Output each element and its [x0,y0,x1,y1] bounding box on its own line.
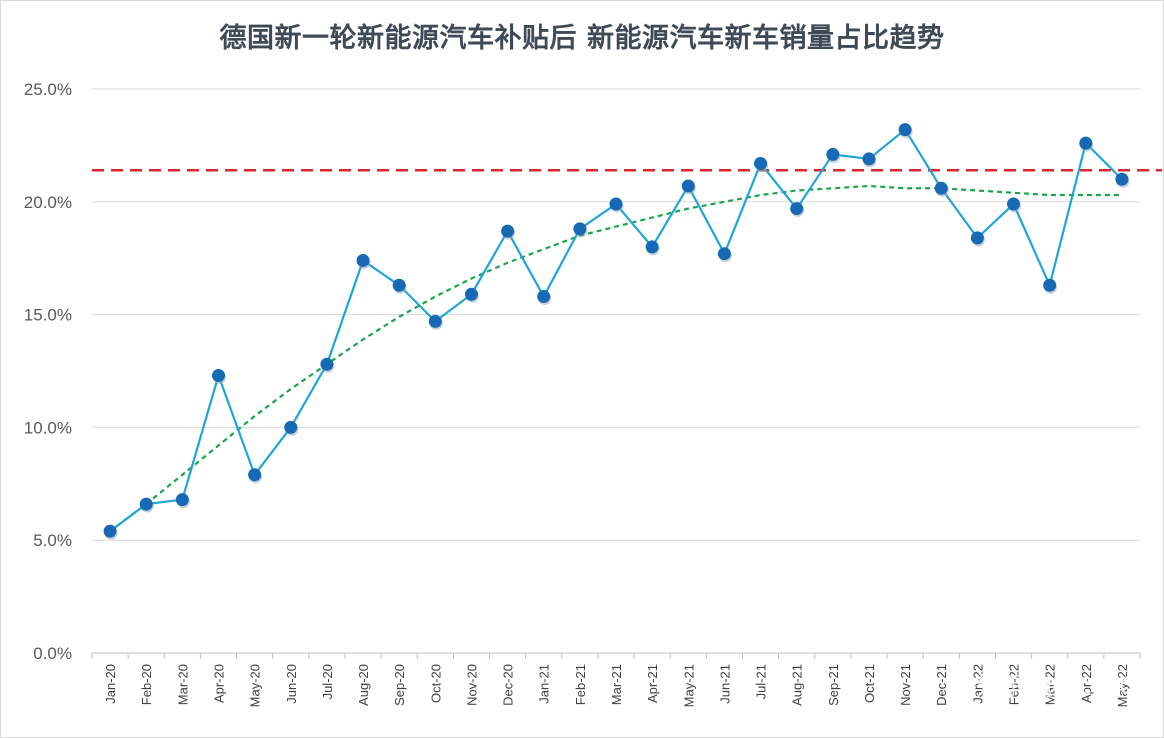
x-tick-label: Apr-21 [645,664,660,703]
y-tick-label: 15.0% [24,306,72,325]
trend-line-group [109,184,1122,533]
data-point [862,152,876,166]
data-point [284,420,298,434]
data-point [1007,197,1021,211]
data-point [211,369,225,383]
data-point [139,497,153,511]
data-point [790,202,804,216]
x-tick-label: Mar-21 [609,664,624,705]
x-tick-label: Oct-20 [428,664,443,703]
data-point [175,493,189,507]
data-point [392,278,406,292]
x-tick-label: Mar-22 [1043,664,1058,705]
x-tick-label: May-21 [681,664,696,707]
data-point [464,287,478,301]
x-tick-label: Jun-20 [284,664,299,704]
x-tick-label: Oct-21 [862,664,877,703]
data-point [573,222,587,236]
data-point [103,524,117,538]
data-point [681,179,695,193]
gridlines [92,88,1140,654]
data-point [1043,278,1057,292]
x-tick-label: Jul-21 [754,664,769,699]
data-point [898,123,912,137]
data-point [248,468,262,482]
data-point [1079,136,1093,150]
x-tick-label: Nov-20 [464,664,479,706]
data-point [754,156,768,170]
x-tick-label: May-20 [248,664,263,707]
x-tick-label: Jan-21 [537,664,552,704]
y-tick-label: 20.0% [24,193,72,212]
x-tick-label: Jan-22 [970,664,985,704]
data-point [537,290,551,304]
x-tick-label: Dec-20 [501,664,516,706]
x-tick-label: Apr-20 [211,664,226,703]
x-tick-label: Jul-20 [320,664,335,699]
y-tick-label: 25.0% [24,80,72,99]
data-point [609,197,623,211]
x-tick-label: Sep-21 [826,664,841,706]
x-tick-label: Aug-20 [356,664,371,706]
x-tick-label: Apr-22 [1079,664,1094,703]
y-tick-label: 10.0% [24,418,72,437]
x-tick-label: Sep-20 [392,664,407,706]
y-axis-ticks: 0.0% 5.0% 10.0% 15.0% 20.0% 25.0% [24,80,72,663]
data-point [428,314,442,328]
data-point [356,253,370,267]
x-tick-label: Mar-20 [175,664,190,705]
x-tick-label: Dec-21 [934,664,949,706]
data-point [717,247,731,261]
data-point [934,181,948,195]
y-tick-label: 5.0% [33,531,72,550]
data-markers [103,123,1130,540]
data-point [320,357,334,371]
watermark: 知乎 @JackyQ [977,672,1138,700]
trend-line [109,184,1122,533]
x-axis: Jan-20 Feb-20 Mar-20 Apr-20 May-20 Jun-20 Jul-… [91,652,1141,707]
data-point [970,231,984,245]
data-point [501,224,515,238]
data-point [645,240,659,254]
x-tick-label: Jan-20 [103,664,118,704]
x-tick-label: Nov-21 [898,664,913,706]
chart-title: 德国新一轮新能源汽车补贴后 新能源汽车新车销量占比趋势 [219,23,945,54]
x-tick-label: Aug-21 [790,664,805,706]
x-tick-label: Jun-21 [717,664,732,704]
x-tick-label: Feb-22 [1007,664,1022,705]
y-tick-label: 0.0% [33,644,72,663]
x-tick-label: May-22 [1115,664,1130,707]
data-point [826,147,840,161]
x-tick-label: Feb-21 [573,664,588,705]
data-point [1115,172,1129,186]
x-tick-label: Feb-20 [139,664,154,705]
